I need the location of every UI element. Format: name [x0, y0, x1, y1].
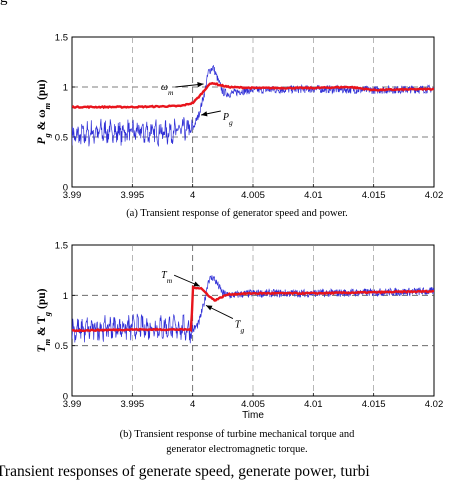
- series-blue: [72, 64, 434, 148]
- x-tick-label: 4: [190, 190, 195, 201]
- annotation-label: Pg: [222, 112, 233, 127]
- y-tick-label: 1.5: [55, 33, 68, 44]
- chart-a: 3.99 3.995 4 4.005 4.01 4.015 4.02 0 0.5 1 1.5 Pg &…: [36, 33, 443, 202]
- annotation-label: ωm: [161, 82, 174, 97]
- y-axis-label: Pg & ωm (pu): [36, 79, 52, 144]
- caption-b-line2: generator electromagnetic torque.: [166, 444, 308, 455]
- annotation-arrowhead: [197, 82, 204, 88]
- x-tick-label: 4.02: [425, 190, 444, 201]
- y-tick-label: 0: [63, 183, 68, 194]
- series-red: [72, 81, 434, 110]
- x-tick-label: 4.01: [304, 399, 323, 410]
- annotation-label: Tm: [161, 270, 173, 285]
- x-tick-label: 3.995: [120, 399, 144, 410]
- y-tick-label: 1: [63, 291, 68, 302]
- x-tick-label: 3.995: [120, 190, 144, 201]
- x-tick-label: 4: [190, 399, 195, 410]
- annotation-label: Tg: [235, 320, 245, 335]
- annotation-arrowhead: [193, 281, 200, 287]
- x-tick-label: 4.02: [425, 399, 444, 410]
- x-tick-label: 4.01: [304, 190, 323, 201]
- annotation-arrowhead: [201, 111, 208, 117]
- y-tick-label: 0.5: [55, 341, 68, 352]
- caption-a: (a) Transient response of generator spee…: [126, 208, 348, 219]
- x-tick-label: 4.015: [362, 190, 386, 201]
- y-tick-label: 1: [63, 83, 68, 94]
- series-red: [72, 285, 434, 333]
- x-tick-label: 3.99: [63, 190, 82, 201]
- x-tick-label: 4.015: [362, 399, 386, 410]
- cutoff-heading-top: g: [0, 0, 474, 7]
- y-tick-label: 0.5: [55, 133, 68, 144]
- annotation-arrowhead: [205, 305, 213, 311]
- chart-b: 3.99 3.995 4 4.005 4.01 4.015 4.02 0 0.5 1 1.5 Tm &…: [36, 241, 443, 422]
- y-tick-label: 1.5: [55, 241, 68, 252]
- x-tick-label: 3.99: [63, 399, 82, 410]
- series-blue: [72, 275, 434, 344]
- x-tick-label: 4.005: [241, 399, 265, 410]
- x-tick-label: 4.005: [241, 190, 265, 201]
- y-axis-label: Tm & Tg (pu): [36, 288, 52, 352]
- caption-b-line1: (b) Transient response of turbine mechan…: [119, 429, 355, 440]
- cutoff-figure-caption: Transient responses of generate speed, g…: [0, 463, 370, 480]
- x-axis-label: Time: [242, 410, 264, 421]
- y-tick-label: 0: [63, 392, 68, 403]
